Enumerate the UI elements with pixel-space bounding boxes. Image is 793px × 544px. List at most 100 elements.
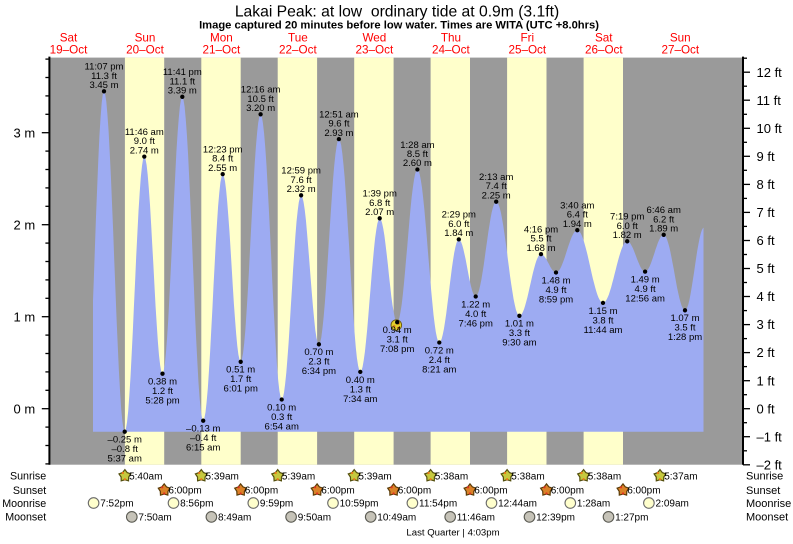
svg-text:4 ft: 4 ft	[757, 289, 775, 304]
svg-text:Moonrise: Moonrise	[746, 498, 791, 510]
svg-text:3.8 ft: 3.8 ft	[592, 315, 613, 326]
svg-text:Sat: Sat	[595, 31, 613, 44]
svg-text:2.4 ft: 2.4 ft	[429, 355, 450, 366]
svg-text:5:39am: 5:39am	[282, 471, 315, 482]
svg-text:5:37am: 5:37am	[664, 471, 697, 482]
svg-text:8.4 ft: 8.4 ft	[212, 154, 233, 165]
svg-text:3.1 ft: 3.1 ft	[387, 335, 408, 346]
svg-text:1.3 ft: 1.3 ft	[350, 384, 371, 395]
svg-text:2 ft: 2 ft	[757, 345, 775, 360]
svg-text:25–Oct: 25–Oct	[508, 44, 546, 57]
svg-text:2.60 m: 2.60 m	[403, 158, 432, 169]
svg-text:1 m: 1 m	[14, 309, 36, 324]
svg-text:6 ft: 6 ft	[757, 233, 775, 248]
svg-text:4:16 pm: 4:16 pm	[524, 224, 558, 235]
svg-text:–1 ft: –1 ft	[757, 429, 783, 444]
svg-text:Sun: Sun	[670, 31, 691, 44]
svg-text:2:29 pm: 2:29 pm	[442, 210, 476, 221]
svg-text:Sunset: Sunset	[13, 485, 46, 497]
svg-text:7.6 ft: 7.6 ft	[291, 175, 312, 186]
svg-text:1.94 m: 1.94 m	[563, 219, 592, 230]
svg-text:Tue: Tue	[288, 31, 308, 44]
svg-text:5 ft: 5 ft	[757, 261, 775, 276]
svg-text:5:28 pm: 5:28 pm	[145, 396, 179, 407]
svg-text:1.7 ft: 1.7 ft	[230, 374, 251, 385]
svg-text:0 m: 0 m	[14, 401, 36, 416]
svg-text:Thu: Thu	[441, 31, 461, 44]
svg-text:20–Oct: 20–Oct	[126, 44, 164, 57]
svg-text:6:00pm: 6:00pm	[627, 486, 660, 497]
svg-text:0.70 m: 0.70 m	[304, 347, 333, 358]
svg-text:5:40am: 5:40am	[129, 471, 162, 482]
svg-text:1.89 m: 1.89 m	[649, 224, 678, 235]
svg-text:6.0 ft: 6.0 ft	[448, 219, 469, 230]
svg-text:6:01 pm: 6:01 pm	[224, 384, 258, 395]
svg-text:1:28 pm: 1:28 pm	[668, 332, 702, 343]
svg-text:9:59pm: 9:59pm	[260, 499, 293, 510]
svg-text:Moonset: Moonset	[5, 512, 46, 524]
svg-text:6.8 ft: 6.8 ft	[369, 198, 390, 209]
svg-text:1.68 m: 1.68 m	[526, 243, 555, 254]
svg-text:11:44 am: 11:44 am	[584, 325, 623, 336]
svg-text:1.82 m: 1.82 m	[613, 230, 642, 241]
svg-text:12:16 am: 12:16 am	[241, 85, 281, 96]
svg-text:0 ft: 0 ft	[757, 401, 775, 416]
svg-text:12:44am: 12:44am	[498, 499, 537, 510]
svg-text:7.4 ft: 7.4 ft	[486, 181, 507, 192]
svg-text:Moonrise: Moonrise	[2, 498, 46, 510]
svg-text:11:07 pm: 11:07 pm	[85, 62, 124, 73]
svg-text:2 m: 2 m	[14, 217, 36, 232]
svg-text:10 ft: 10 ft	[757, 121, 783, 136]
svg-text:6:54 am: 6:54 am	[265, 421, 299, 432]
svg-text:7 ft: 7 ft	[757, 205, 775, 220]
svg-text:1.07 m: 1.07 m	[670, 313, 699, 324]
svg-text:Mon: Mon	[210, 31, 233, 44]
svg-text:11:46 am: 11:46 am	[125, 127, 164, 138]
svg-text:5:38am: 5:38am	[435, 471, 468, 482]
svg-text:0.51 m: 0.51 m	[226, 365, 255, 376]
svg-text:7:19 pm: 7:19 pm	[610, 212, 644, 223]
svg-text:Sun: Sun	[135, 31, 156, 44]
svg-text:3.3 ft: 3.3 ft	[509, 328, 530, 339]
svg-text:3.39 m: 3.39 m	[168, 86, 197, 97]
svg-text:Wed: Wed	[362, 31, 386, 44]
svg-text:2.07 m: 2.07 m	[365, 207, 394, 218]
svg-text:1:28 am: 1:28 am	[400, 140, 434, 151]
svg-text:2:09am: 2:09am	[656, 499, 689, 510]
svg-text:9:30 am: 9:30 am	[502, 338, 536, 349]
svg-text:6:15 am: 6:15 am	[186, 443, 220, 454]
svg-text:9.6 ft: 9.6 ft	[328, 119, 349, 130]
svg-text:3:40 am: 3:40 am	[560, 201, 594, 212]
svg-text:6:00pm: 6:00pm	[474, 486, 507, 497]
svg-text:3.5 ft: 3.5 ft	[674, 323, 695, 334]
svg-text:6.4 ft: 6.4 ft	[567, 210, 588, 221]
svg-text:–0.25 m: –0.25 m	[108, 435, 142, 446]
svg-text:7:08 pm: 7:08 pm	[380, 344, 414, 355]
svg-text:–0.8 ft: –0.8 ft	[111, 444, 138, 455]
svg-text:9.0 ft: 9.0 ft	[134, 136, 155, 147]
svg-text:6.2 ft: 6.2 ft	[653, 214, 674, 225]
svg-text:0.38 m: 0.38 m	[148, 377, 177, 388]
svg-text:3 ft: 3 ft	[757, 317, 775, 332]
svg-text:8:21 am: 8:21 am	[422, 364, 456, 375]
svg-text:24–Oct: 24–Oct	[432, 44, 470, 57]
svg-text:6:00pm: 6:00pm	[321, 486, 354, 497]
svg-text:10:49am: 10:49am	[377, 513, 416, 524]
svg-text:9:50am: 9:50am	[298, 513, 331, 524]
svg-text:12 ft: 12 ft	[757, 65, 783, 80]
svg-text:7:46 pm: 7:46 pm	[459, 318, 493, 329]
svg-text:4.9 ft: 4.9 ft	[545, 285, 566, 296]
svg-text:1.01 m: 1.01 m	[505, 319, 534, 330]
svg-text:6.0 ft: 6.0 ft	[617, 221, 638, 232]
svg-text:21–Oct: 21–Oct	[203, 44, 241, 57]
svg-text:10.5 ft: 10.5 ft	[247, 94, 274, 105]
svg-text:2.74 m: 2.74 m	[130, 145, 159, 156]
svg-text:1.15 m: 1.15 m	[588, 306, 617, 317]
svg-text:0.40 m: 0.40 m	[346, 375, 375, 386]
svg-text:10:59pm: 10:59pm	[340, 499, 379, 510]
svg-text:11:54pm: 11:54pm	[419, 499, 457, 510]
svg-text:0.72 m: 0.72 m	[425, 345, 454, 356]
svg-text:8.5 ft: 8.5 ft	[407, 149, 428, 160]
svg-text:8:56pm: 8:56pm	[180, 499, 213, 510]
svg-text:7:52pm: 7:52pm	[100, 499, 133, 510]
